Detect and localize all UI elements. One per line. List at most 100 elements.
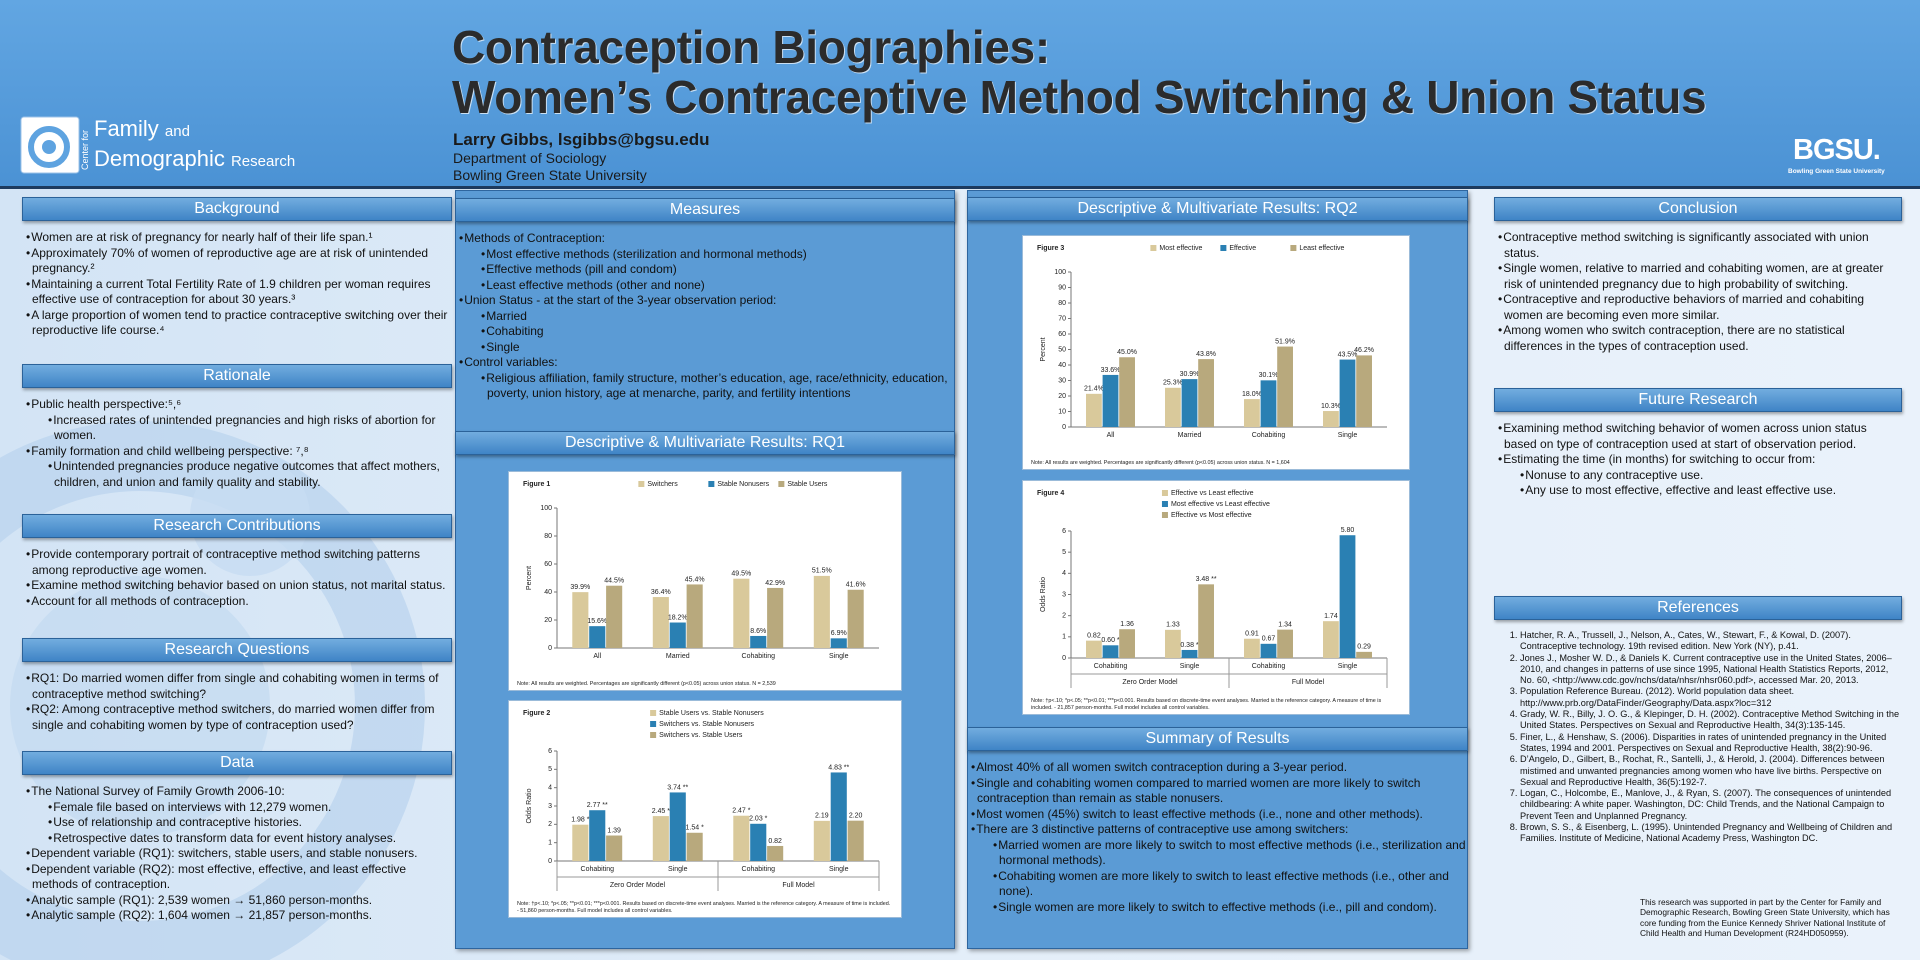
bullet-text: Almost 40% of all women switch contracep… — [976, 760, 1348, 774]
department: Department of Sociology — [453, 150, 607, 166]
bar — [1102, 374, 1119, 427]
bullet: Public health perspective:⁵,⁶ Increased r… — [31, 397, 452, 444]
bgsu-name: Bowling Green State University — [1788, 168, 1885, 175]
y-tick-label: 40 — [544, 589, 552, 596]
section: Research Questions RQ1: Do married women … — [22, 638, 452, 733]
bar — [1277, 346, 1293, 427]
sub-list: Married women are more likely to switch … — [977, 838, 1468, 916]
sub-bullet: Cohabiting women are more likely to swit… — [998, 869, 1468, 900]
bar-value-label: 0.82 — [768, 838, 782, 845]
section: Research Contributions Provide contempora… — [22, 514, 452, 609]
bullet-text: Dependent variable (RQ1): switchers, sta… — [31, 846, 418, 860]
section: Descriptive & Multivariate Results: RQ1 — [455, 431, 955, 455]
sub-bullet: Use of relationship and contraceptive hi… — [53, 815, 452, 831]
legend-swatch — [1161, 490, 1168, 496]
bullet: Union Status - at the start of the 3-yea… — [464, 293, 955, 355]
sub-list: Female file based on interviews with 12,… — [32, 800, 452, 847]
bar — [652, 597, 669, 648]
bullet-list: Women are at risk of pregnancy for nearl… — [22, 230, 452, 339]
y-tick-label: 30 — [1058, 377, 1066, 384]
bullet: There are 3 distinctive patterns of cont… — [976, 822, 1468, 916]
bar-value-label: 0.91 — [1245, 631, 1259, 638]
bar-value-label: 3.74 ** — [667, 784, 688, 791]
bar-value-label: 1.98 * — [571, 817, 590, 824]
bar — [847, 820, 864, 861]
section: Data The National Survey of Family Growth… — [22, 751, 452, 924]
bar — [669, 622, 686, 648]
section: Summary of Results Almost 40% of all wome… — [967, 727, 1468, 915]
bar-value-label: 43.8% — [1196, 351, 1216, 358]
figure: Figure 3 Most effective Effective Least eff… — [1022, 235, 1410, 470]
bar-value-label: 15.6% — [587, 618, 607, 625]
bar — [1277, 629, 1293, 658]
bullet: Provide contemporary portrait of contrac… — [31, 547, 452, 578]
bar-value-label: 30.1% — [1259, 372, 1279, 379]
y-tick-label: 80 — [544, 533, 552, 540]
y-tick-label: 1 — [548, 840, 552, 847]
section-heading: References — [1494, 596, 1902, 620]
reference: Population Reference Bureau. (2012). Wor… — [1520, 686, 1902, 709]
chart: Figure 3 Most effective Effective Least eff… — [1037, 245, 1387, 439]
section-heading: Future Research — [1494, 388, 1902, 412]
section: Background Women are at risk of pregnancy… — [22, 197, 452, 339]
bar-value-label: 3.48 ** — [1196, 576, 1217, 583]
bullet: Family formation and child wellbeing per… — [31, 444, 452, 491]
bar-value-label: 30.9% — [1180, 371, 1200, 378]
bar-value-label: 42.9% — [765, 580, 785, 587]
figure-title: Figure 2 — [523, 710, 550, 717]
x-tick-label: Cohabiting — [1252, 663, 1286, 670]
bgsu-mark: BGSU. — [1793, 134, 1881, 166]
bar — [606, 585, 623, 648]
bar — [750, 823, 767, 861]
x-tick-label: Cohabiting — [1252, 432, 1286, 439]
bar — [830, 772, 847, 861]
sub-bullet: Nonuse to any contraceptive use. — [1525, 468, 1902, 484]
bullet: Maintaining a current Total Fertility Ra… — [31, 277, 452, 308]
sub-bullet: Least effective methods (other and none) — [486, 278, 955, 294]
bullet-list: Public health perspective:⁵,⁶ Increased r… — [22, 397, 452, 490]
funding-note: This research was supported in part by t… — [1640, 897, 1890, 939]
reference: D’Angelo, D., Gilbert, B., Rochat, R., S… — [1520, 754, 1902, 788]
title-line: Women’s Contraceptive Method Switching &… — [452, 71, 1707, 123]
bar-value-label: 45.0% — [1117, 349, 1137, 356]
figure: Figure 1 Switchers Stable Nonusers Stable U… — [508, 471, 902, 691]
y-axis-label: Odds Ratio — [526, 788, 533, 823]
bullet-text: Single and cohabiting women compared to … — [976, 775, 1421, 806]
y-tick-label: 5 — [548, 766, 552, 773]
section-heading: Conclusion — [1494, 197, 1902, 221]
bullet-list: The National Survey of Family Growth 200… — [22, 784, 452, 924]
legend-swatch — [1161, 512, 1168, 518]
reference: Logan, C., Holcombe, E., Manlove, J., & … — [1520, 788, 1902, 822]
bar — [686, 832, 703, 861]
bar — [733, 815, 750, 861]
chart: Figure 1 Switchers Stable Nonusers Stable U… — [523, 481, 879, 660]
sub-bullet: Retrospective dates to transform data fo… — [53, 831, 452, 847]
bar — [1165, 629, 1181, 658]
bullet-text: Single women, relative to married and co… — [1503, 261, 1884, 291]
bullet: Examine method switching behavior based … — [31, 578, 452, 594]
group-label: Zero Order Model — [1122, 679, 1178, 686]
bar — [1181, 649, 1198, 658]
bar-value-label: 2.45 * — [652, 808, 671, 815]
logo-center-for: Center for — [80, 129, 90, 170]
bar-value-label: 2.19 — [815, 813, 829, 820]
bullet: Women are at risk of pregnancy for nearl… — [31, 230, 452, 246]
sub-list: Nonuse to any contraceptive use.Any use … — [1504, 468, 1902, 499]
legend-swatch — [708, 481, 715, 487]
bar — [733, 578, 750, 648]
bar-value-label: 1.39 — [607, 827, 621, 834]
reference: Hatcher, R. A., Trussell, J., Nelson, A.… — [1520, 630, 1902, 653]
section: Measures Methods of Contraception: Most ef… — [455, 198, 955, 402]
bar — [1356, 355, 1372, 427]
sub-bullet: Increased rates of unintended pregnancie… — [53, 413, 452, 444]
legend-swatch — [1220, 245, 1227, 251]
bullet: Single women, relative to married and co… — [1503, 261, 1902, 292]
y-tick-label: 20 — [1058, 393, 1066, 400]
bar-value-label: 5.80 — [1341, 527, 1355, 534]
bar — [813, 575, 830, 648]
sub-list: Increased rates of unintended pregnancie… — [32, 413, 452, 444]
bar — [669, 792, 686, 861]
bar — [1198, 584, 1214, 658]
y-tick-label: 5 — [1062, 549, 1066, 556]
